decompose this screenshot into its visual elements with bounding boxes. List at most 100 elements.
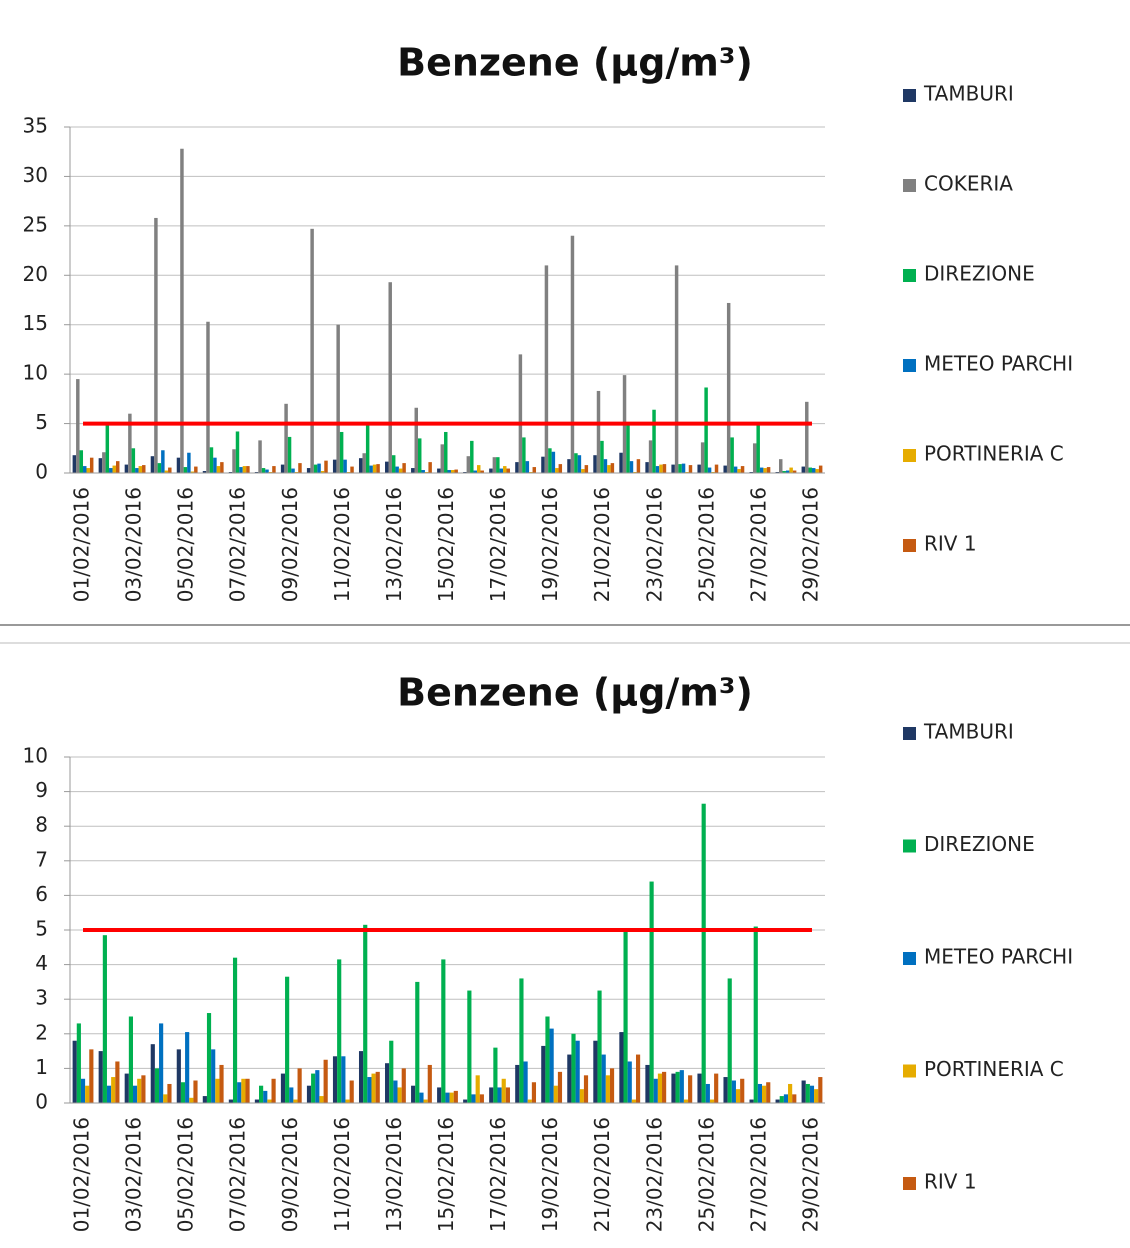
bar xyxy=(367,1077,372,1103)
bar xyxy=(154,1068,160,1103)
bar xyxy=(263,1090,268,1103)
x-tick-label: 27/02/2016 xyxy=(746,1117,770,1232)
bar xyxy=(492,457,497,473)
bar xyxy=(645,462,649,473)
chart-title: Benzene (µg/m³) xyxy=(397,671,753,715)
bar xyxy=(287,436,292,473)
bar xyxy=(626,424,630,473)
bar xyxy=(726,302,731,473)
bar xyxy=(362,453,366,473)
bar xyxy=(350,466,354,473)
bar xyxy=(731,1080,736,1103)
y-tick-label: 9 xyxy=(35,778,48,802)
bar xyxy=(801,466,806,473)
bar xyxy=(219,1064,224,1103)
bar xyxy=(150,456,155,473)
bar xyxy=(376,464,380,473)
bar xyxy=(541,456,545,473)
bar xyxy=(570,235,575,473)
bar xyxy=(79,450,84,473)
bar xyxy=(733,466,738,473)
bar xyxy=(428,462,432,473)
bar xyxy=(209,447,214,473)
bar xyxy=(89,457,94,473)
bar xyxy=(185,1032,190,1103)
bar xyxy=(635,1054,641,1103)
legend-label: METEO PARCHI xyxy=(924,945,1073,969)
bar xyxy=(323,1059,328,1103)
legend-swatch xyxy=(903,179,916,192)
bar xyxy=(280,1073,286,1103)
y-tick-label: 15 xyxy=(23,311,48,335)
bar xyxy=(818,1077,823,1103)
bar xyxy=(503,466,507,473)
bar xyxy=(545,1016,550,1103)
bar xyxy=(489,468,493,473)
bar xyxy=(607,465,611,473)
bar xyxy=(697,464,701,473)
bar xyxy=(548,448,552,473)
bar xyxy=(349,1080,354,1103)
bar xyxy=(730,437,734,473)
bar xyxy=(662,464,667,473)
bar xyxy=(571,1033,576,1103)
bar xyxy=(515,1064,520,1103)
bar xyxy=(761,1085,767,1103)
bar xyxy=(375,1071,380,1103)
bar xyxy=(596,390,601,473)
bar xyxy=(704,387,708,473)
x-tick-label: 23/02/2016 xyxy=(642,487,666,602)
bar xyxy=(471,1094,476,1103)
bar xyxy=(506,468,510,473)
bar xyxy=(137,1078,142,1103)
y-tick-label: 25 xyxy=(23,212,48,236)
bar xyxy=(306,1085,312,1103)
bar xyxy=(239,467,243,473)
bar xyxy=(72,1040,77,1103)
bar xyxy=(785,470,790,473)
bar xyxy=(584,465,589,473)
bar xyxy=(358,1051,364,1103)
bar xyxy=(808,467,812,473)
bar xyxy=(763,468,767,473)
bar xyxy=(284,403,288,473)
bar xyxy=(723,465,727,473)
bar xyxy=(415,981,420,1103)
bar xyxy=(397,1087,402,1103)
x-tick-label: 19/02/2016 xyxy=(538,487,562,602)
bar xyxy=(671,1073,676,1103)
bar xyxy=(688,1075,693,1103)
bar xyxy=(271,1078,276,1103)
bar xyxy=(551,451,556,473)
bar xyxy=(792,470,797,473)
bar xyxy=(809,1085,815,1103)
y-tick-label: 6 xyxy=(35,882,48,906)
bar xyxy=(597,990,602,1103)
x-tick-label: 27/02/2016 xyxy=(746,487,770,602)
bar xyxy=(163,1094,168,1103)
legend-label: DIREZIONE xyxy=(924,832,1035,856)
bar xyxy=(109,468,113,473)
legend-swatch xyxy=(903,1177,916,1190)
bar xyxy=(574,453,578,473)
y-tick-label: 30 xyxy=(23,163,48,187)
bar xyxy=(176,1049,181,1103)
bar xyxy=(76,1023,81,1103)
bar xyxy=(417,438,422,473)
bar xyxy=(805,401,809,473)
y-tick-label: 7 xyxy=(35,847,48,871)
bar xyxy=(501,1078,506,1103)
y-tick-label: 0 xyxy=(35,460,48,484)
bar xyxy=(85,1085,90,1103)
bar xyxy=(714,1073,719,1103)
bar xyxy=(449,1092,454,1103)
x-tick-label: 29/02/2016 xyxy=(798,1117,822,1232)
bar xyxy=(577,455,582,473)
bar xyxy=(479,1094,484,1103)
bar xyxy=(411,1085,416,1103)
bar xyxy=(523,1061,528,1103)
bar xyxy=(759,467,764,473)
bar xyxy=(553,1085,558,1103)
bar xyxy=(232,449,236,473)
